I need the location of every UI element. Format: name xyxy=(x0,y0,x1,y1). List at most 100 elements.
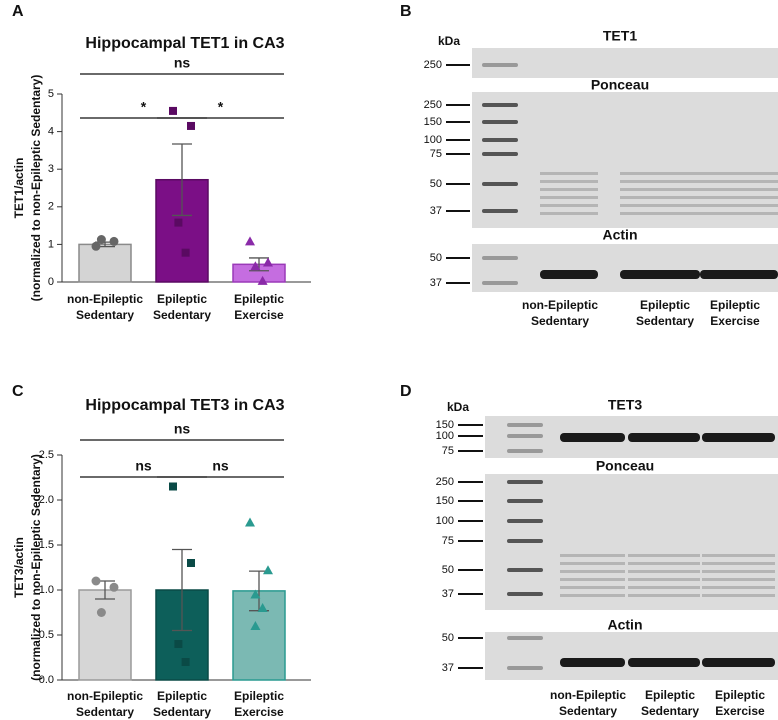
marker-label: 50 xyxy=(442,564,454,576)
marker-label: 100 xyxy=(436,515,454,527)
data-point xyxy=(250,589,261,599)
y-tick-label: 1.5 xyxy=(39,539,54,551)
marker-label: 250 xyxy=(424,99,442,111)
ladder-band xyxy=(482,63,518,67)
marker-label: 250 xyxy=(436,476,454,488)
y-tick-label: 0 xyxy=(48,276,54,288)
lane-label: Epileptic xyxy=(640,298,690,312)
blot-title: Ponceau xyxy=(596,458,654,474)
marker-label: 100 xyxy=(436,430,454,442)
lane-band xyxy=(540,180,598,183)
data-point xyxy=(96,235,106,245)
y-tick-label: 2 xyxy=(48,201,54,213)
marker-label: 150 xyxy=(436,495,454,507)
lane-label: Sedentary xyxy=(636,314,694,328)
lane-band xyxy=(540,212,598,215)
marker-label: 37 xyxy=(442,588,454,600)
ladder-band xyxy=(507,666,543,670)
ladder-band xyxy=(507,434,543,438)
data-point xyxy=(181,248,190,257)
bar xyxy=(78,243,132,283)
marker-label: 75 xyxy=(442,445,454,457)
ladder-band xyxy=(482,209,518,213)
ladder-band xyxy=(507,568,543,572)
significance-label: ns xyxy=(174,55,191,71)
x-tick-label: Exercise xyxy=(234,308,284,322)
lane-band xyxy=(560,578,625,581)
data-point xyxy=(174,218,183,227)
chart-title: Hippocampal TET1 in CA3 xyxy=(85,35,284,52)
error-bar xyxy=(172,548,192,632)
x-tick-label: Sedentary xyxy=(76,308,134,322)
lane-band xyxy=(702,658,775,667)
y-tick-label: 1.0 xyxy=(39,584,54,596)
data-point xyxy=(257,603,268,612)
lane-band xyxy=(560,570,625,573)
chart-title: Hippocampal TET3 in CA3 xyxy=(85,397,284,414)
y-tick-label: 0.5 xyxy=(39,629,54,641)
data-point xyxy=(187,121,195,130)
data-point xyxy=(257,275,268,285)
data-point xyxy=(250,261,261,271)
y-tick-label: 2.5 xyxy=(39,449,54,461)
blot-title: TET1 xyxy=(603,28,637,44)
lane-band xyxy=(540,188,598,191)
blot-image xyxy=(472,92,778,228)
data-point xyxy=(250,621,261,630)
lane-band xyxy=(540,196,598,199)
blot-image xyxy=(472,48,778,78)
y-tick-label: 3 xyxy=(48,163,54,175)
lane-band xyxy=(560,594,625,597)
lane-label: Exercise xyxy=(715,704,765,718)
x-tick-label: Epileptic xyxy=(234,292,284,306)
unit-label: kDa xyxy=(447,400,469,414)
x-tick-label: Sedentary xyxy=(76,705,134,719)
lane-label: non-Epileptic xyxy=(550,688,626,702)
marker-label: 50 xyxy=(430,178,442,190)
data-point xyxy=(169,106,177,115)
marker-label: 37 xyxy=(430,205,442,217)
data-point xyxy=(91,576,101,586)
lane-band xyxy=(700,180,778,183)
marker-label: 150 xyxy=(436,419,454,431)
lane-band xyxy=(620,188,700,191)
y-axis-label: (normalized to non-Epileptic Sedentary) xyxy=(29,454,43,681)
lane-band xyxy=(560,433,625,442)
lane-band xyxy=(560,562,625,565)
panel-letter: C xyxy=(12,383,24,400)
lane-label: Exercise xyxy=(710,314,760,328)
x-tick-label: Epileptic xyxy=(157,689,207,703)
significance-label: * xyxy=(141,99,147,115)
lane-band xyxy=(628,658,700,667)
blot-title: Ponceau xyxy=(591,77,649,93)
error-bar xyxy=(172,143,192,217)
lane-band xyxy=(700,188,778,191)
lane-band xyxy=(620,270,700,279)
ladder-band xyxy=(507,449,543,453)
marker-label: 75 xyxy=(430,148,442,160)
marker-label: 50 xyxy=(430,252,442,264)
lane-band xyxy=(628,554,700,557)
x-tick-label: Epileptic xyxy=(234,689,284,703)
lane-band xyxy=(700,172,778,175)
data-point xyxy=(174,640,183,648)
lane-band xyxy=(628,433,700,442)
data-point xyxy=(187,559,195,567)
ladder-band xyxy=(482,103,518,107)
data-point xyxy=(96,608,106,617)
y-axis-label: TET1/actin xyxy=(12,158,26,219)
data-point xyxy=(263,565,273,575)
y-axis-label: (normalized to non-Epileptic Sedentary) xyxy=(29,75,43,302)
marker-label: 37 xyxy=(442,662,454,674)
x-tick-label: Exercise xyxy=(234,705,284,719)
data-point xyxy=(169,482,177,491)
lane-label: Sedentary xyxy=(641,704,699,718)
lane-label: Sedentary xyxy=(531,314,589,328)
lane-band xyxy=(700,212,778,215)
blot-title: Actin xyxy=(603,227,638,243)
lane-band xyxy=(540,204,598,207)
x-tick-label: non-Epileptic xyxy=(67,292,143,306)
lane-band xyxy=(702,562,775,565)
unit-label: kDa xyxy=(438,34,460,48)
